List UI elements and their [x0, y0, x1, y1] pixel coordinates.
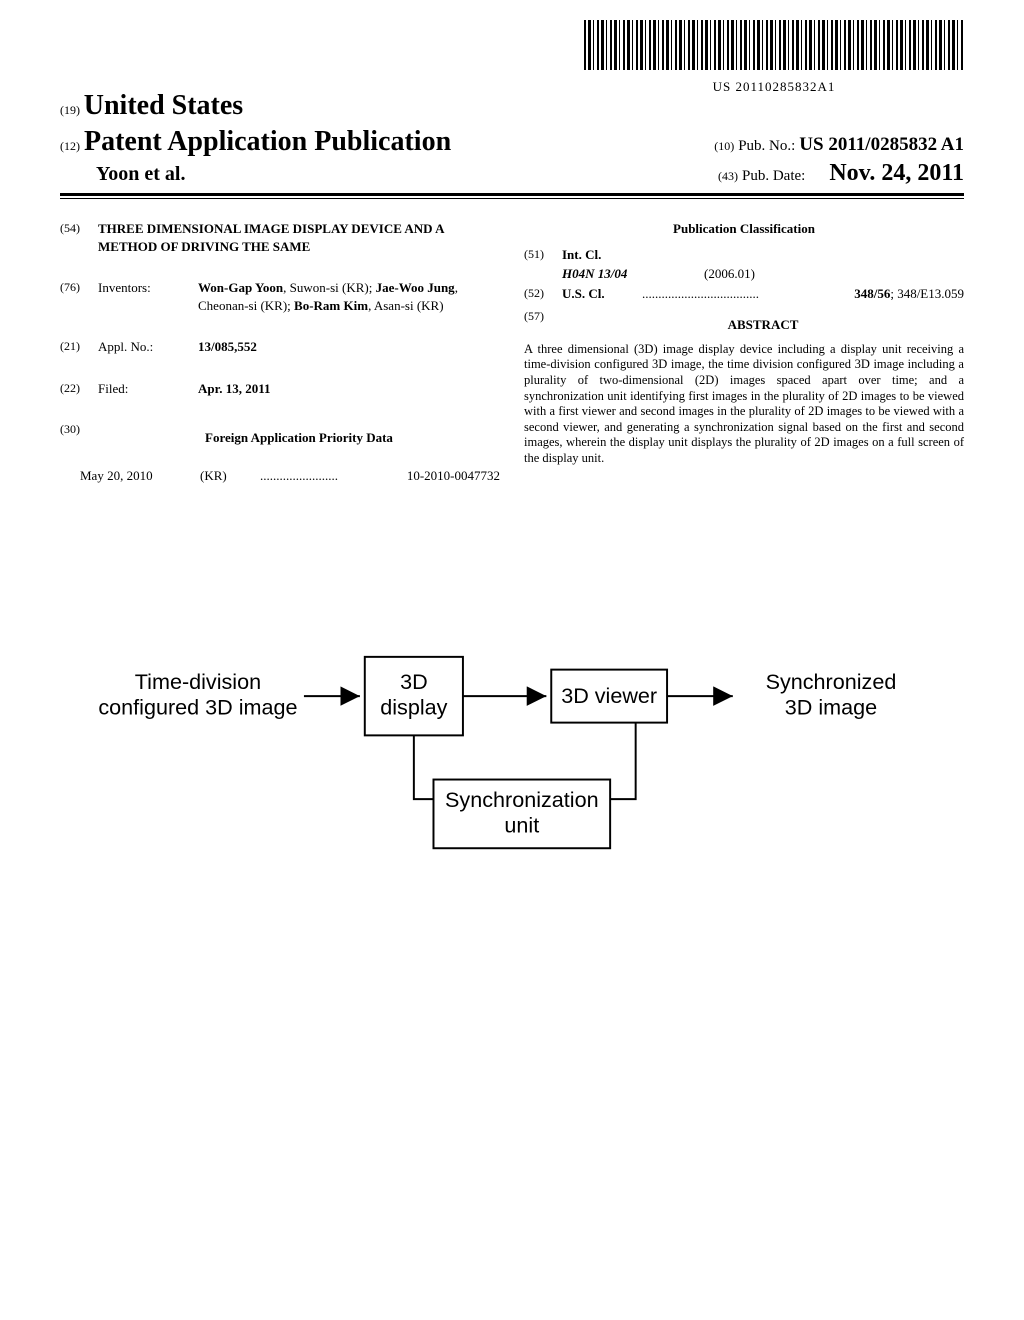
box3-line2: unit [504, 813, 539, 838]
intcl-year: (2006.01) [704, 265, 755, 283]
abstract-text: A three dimensional (3D) image display d… [524, 342, 964, 467]
pub-date-prefix: (43) [718, 169, 738, 183]
title-num: (54) [60, 220, 98, 255]
left-column: (54) THREE DIMENSIONAL IMAGE DISPLAY DEV… [60, 220, 500, 484]
priority-appno: 10-2010-0047732 [407, 467, 500, 485]
header-row-2: (12) Patent Application Publication (10)… [60, 126, 964, 158]
pub-type-prefix: (12) [60, 139, 80, 153]
uscl-num: (52) [524, 285, 562, 303]
appl-num: (21) [60, 338, 98, 356]
pub-no-block: (10) Pub. No.: US 2011/0285832 A1 [714, 134, 964, 156]
sync-line-right [610, 723, 636, 800]
priority-row: May 20, 2010 (KR) ......................… [60, 467, 500, 485]
pub-type-block: (12) Patent Application Publication [60, 126, 451, 158]
appl-label: Appl. No.: [98, 338, 198, 356]
sync-line-left [414, 735, 434, 799]
priority-date: May 20, 2010 [80, 467, 200, 485]
pub-date-label: Pub. Date: [742, 168, 805, 184]
flow-diagram: Time-division configured 3D image 3D dis… [90, 640, 934, 870]
foreign-num: (30) [60, 421, 98, 457]
country-prefix: (19) [60, 103, 80, 117]
header-row-3: Yoon et al. (43) Pub. Date: Nov. 24, 201… [60, 160, 964, 187]
title-row: (54) THREE DIMENSIONAL IMAGE DISPLAY DEV… [60, 220, 500, 255]
pub-no-label: Pub. No.: [738, 138, 795, 154]
abstract-num: (57) [524, 308, 562, 340]
inventors-value: Won-Gap Yoon, Suwon-si (KR); Jae-Woo Jun… [198, 279, 500, 314]
uscl-value: 348/56 [854, 286, 890, 301]
uscl-extra: ; 348/E13.059 [890, 286, 964, 301]
filed-num: (22) [60, 380, 98, 398]
pub-no-prefix: (10) [714, 139, 734, 153]
input-label-2: configured 3D image [98, 695, 297, 720]
pub-date-value: Nov. 24, 2011 [829, 160, 964, 186]
box1-line2: display [380, 695, 447, 720]
inventors-row: (76) Inventors: Won-Gap Yoon, Suwon-si (… [60, 279, 500, 314]
filed-value: Apr. 13, 2011 [198, 380, 500, 398]
inventors-label: Inventors: [98, 279, 198, 314]
uscl-row: (52) U.S. Cl. ..........................… [524, 285, 964, 303]
output-label-1: Synchronized [766, 669, 897, 694]
box1-line1: 3D [400, 669, 428, 694]
uscl-label: U.S. Cl. [562, 285, 642, 303]
classification-header: Publication Classification [524, 220, 964, 238]
barcode-area: US 20110285832A1 [584, 20, 964, 95]
country-line: (19) United States [60, 90, 964, 122]
foreign-row: (30) Foreign Application Priority Data [60, 421, 500, 457]
header-divider [60, 193, 964, 199]
uscl-dots: .................................... [642, 285, 854, 303]
barcode-graphic [584, 20, 964, 70]
filed-row: (22) Filed: Apr. 13, 2011 [60, 380, 500, 398]
uscl-value-block: 348/56; 348/E13.059 [854, 285, 964, 303]
foreign-header: Foreign Application Priority Data [98, 429, 500, 447]
country-name: United States [84, 90, 243, 121]
right-column: Publication Classification (51) Int. Cl.… [524, 220, 964, 484]
content-columns: (54) THREE DIMENSIONAL IMAGE DISPLAY DEV… [60, 220, 964, 484]
box3-line1: Synchronization [445, 787, 599, 812]
pub-date-block: (43) Pub. Date: Nov. 24, 2011 [718, 160, 964, 187]
pub-no-value: US 2011/0285832 A1 [799, 134, 964, 155]
priority-country: (KR) [200, 467, 260, 485]
pub-type-main: Patent Application Publication [84, 126, 451, 157]
priority-dots: ........................ [260, 467, 407, 485]
intcl-code: H04N 13/04 [524, 265, 704, 283]
appl-row: (21) Appl. No.: 13/085,552 [60, 338, 500, 356]
intcl-row: (51) Int. Cl. [524, 246, 964, 264]
box2-text: 3D viewer [561, 683, 657, 708]
authors-line: Yoon et al. [60, 163, 185, 186]
patent-title: THREE DIMENSIONAL IMAGE DISPLAY DEVICE A… [98, 220, 500, 255]
intcl-num: (51) [524, 246, 562, 264]
intcl-code-row: H04N 13/04 (2006.01) [524, 265, 964, 283]
output-label-2: 3D image [785, 695, 877, 720]
inventors-num: (76) [60, 279, 98, 314]
patent-header: (19) United States (12) Patent Applicati… [60, 90, 964, 199]
diagram-svg: Time-division configured 3D image 3D dis… [90, 640, 934, 870]
filed-label: Filed: [98, 380, 198, 398]
intcl-label: Int. Cl. [562, 246, 601, 264]
input-label-1: Time-division [135, 669, 261, 694]
abstract-header: ABSTRACT [562, 316, 964, 334]
abstract-header-row: (57) ABSTRACT [524, 308, 964, 340]
appl-value: 13/085,552 [198, 338, 500, 356]
